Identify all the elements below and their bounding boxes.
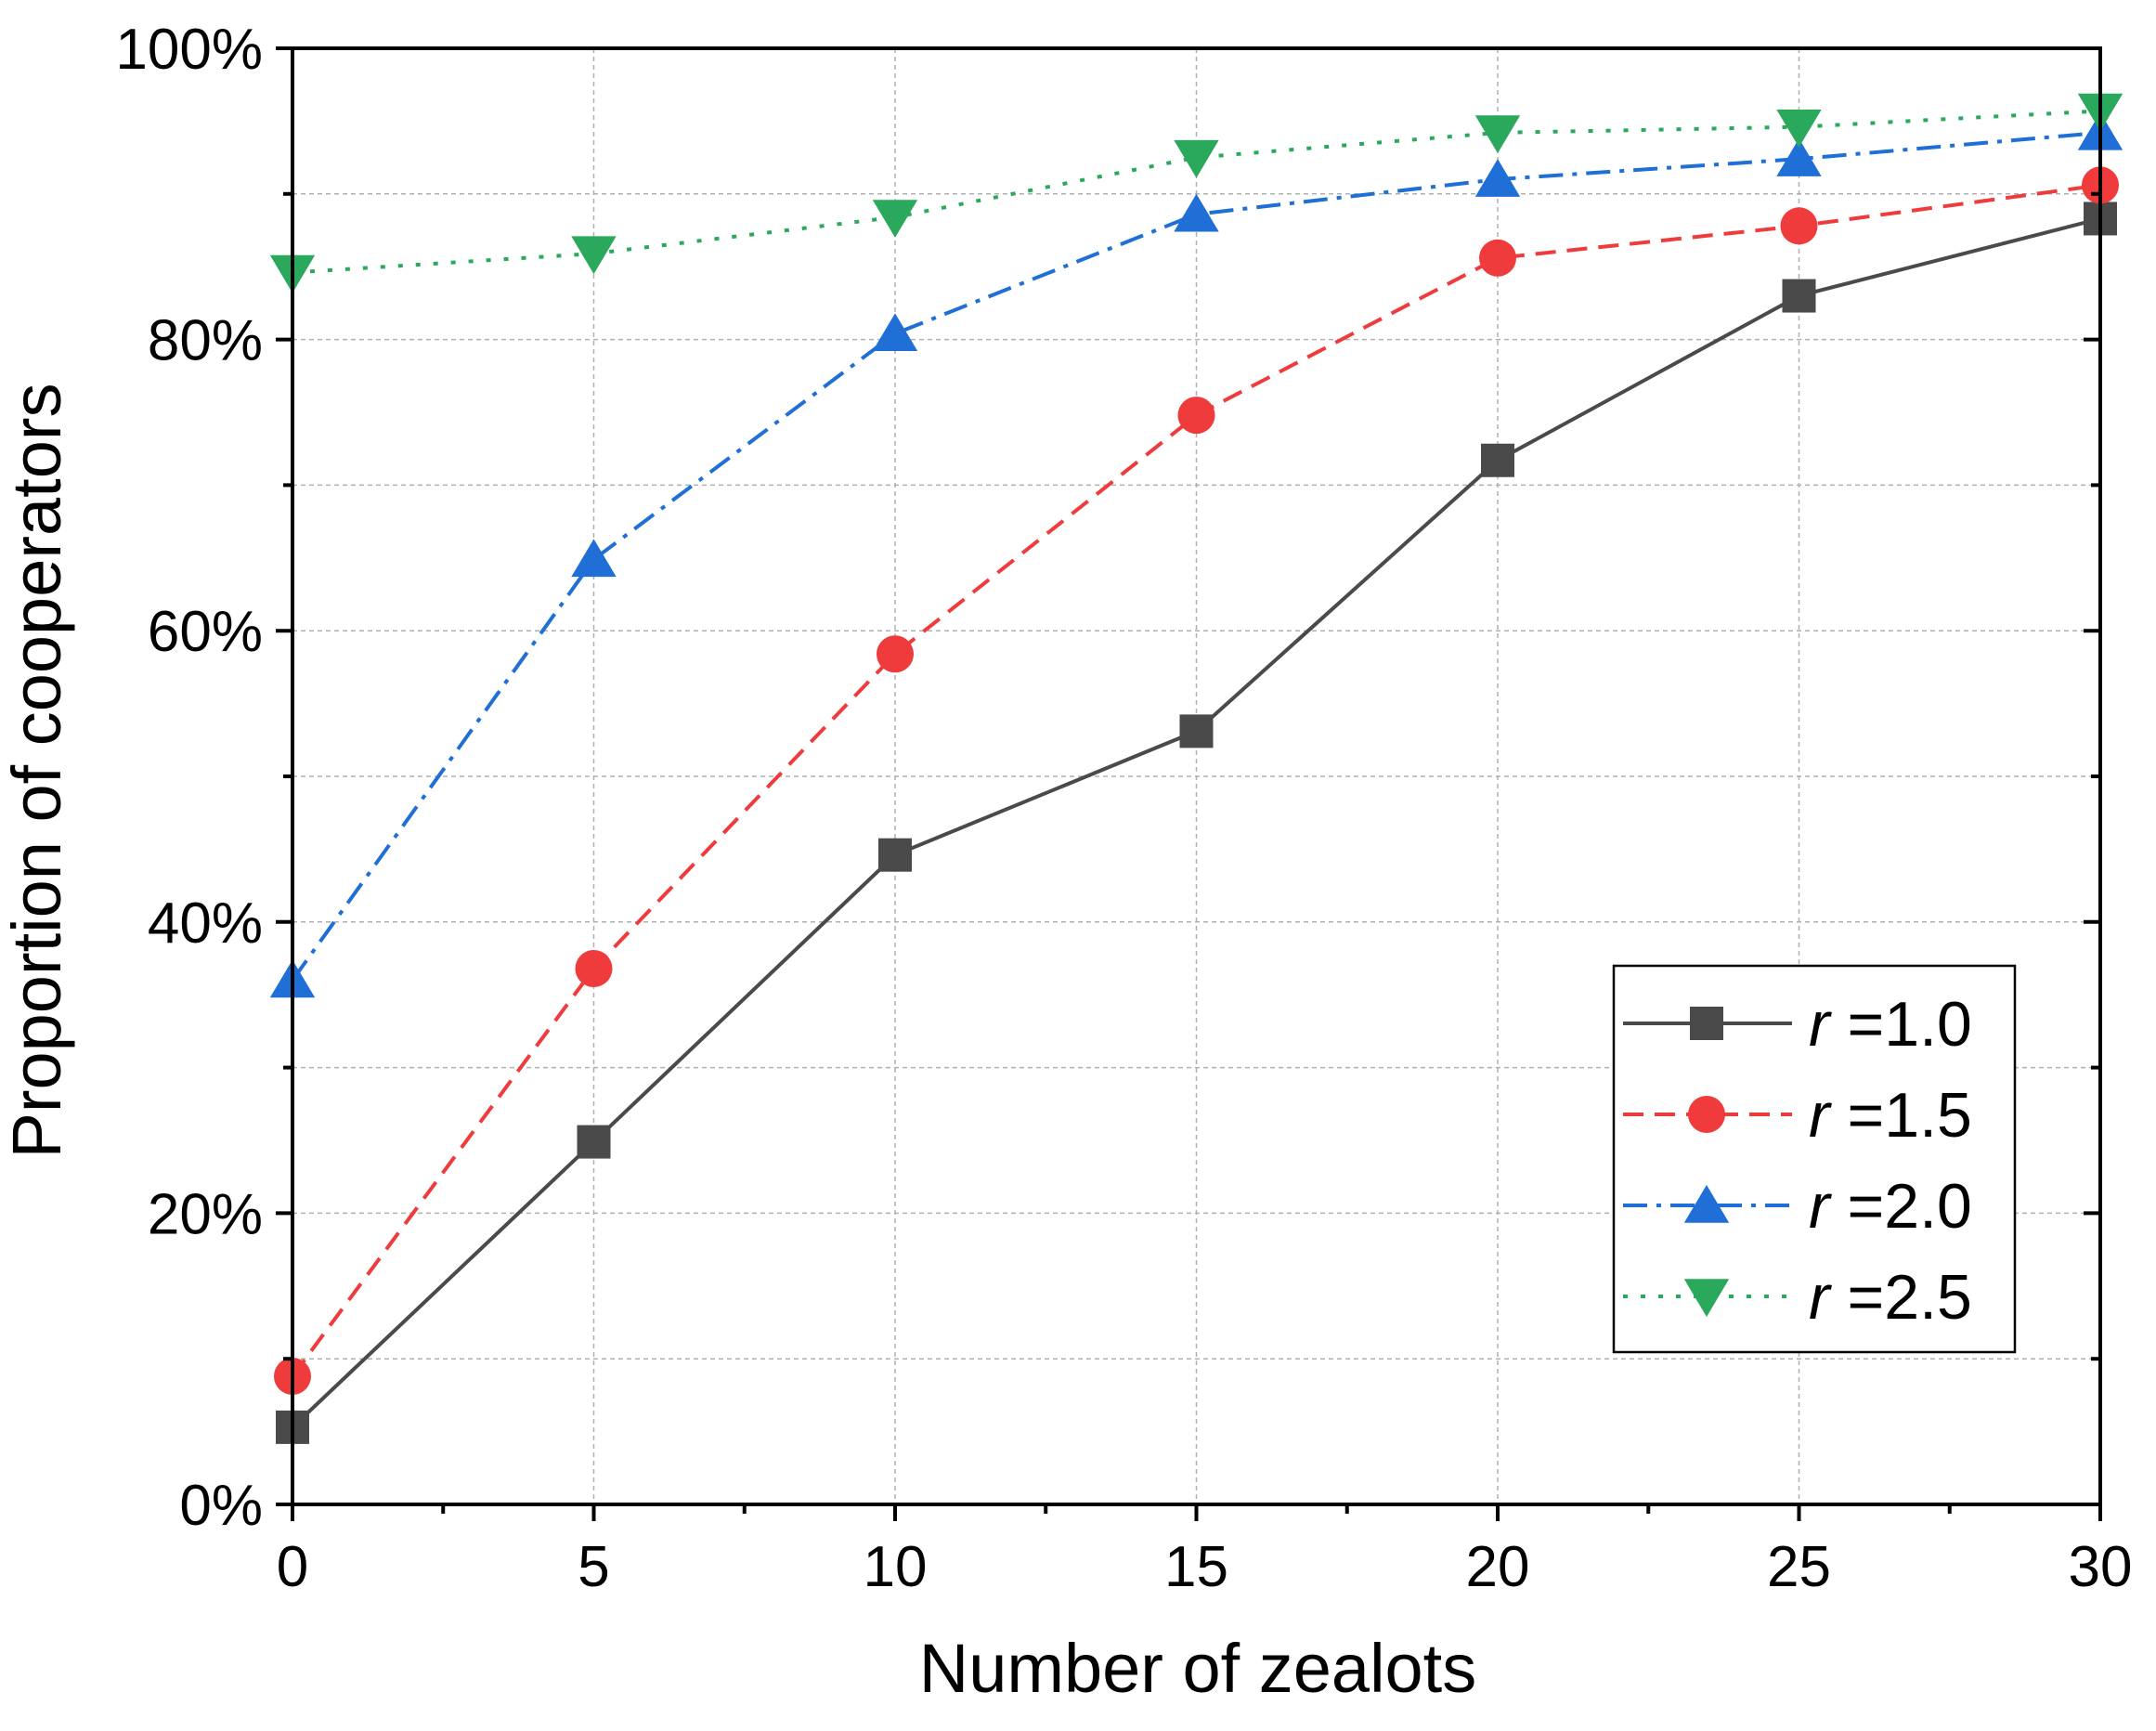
x-tick-label: 5 (578, 1535, 609, 1599)
data-point (1479, 239, 1516, 277)
x-tick-label: 15 (1164, 1535, 1228, 1599)
series-2 (269, 111, 2124, 998)
x-tick-label: 0 (277, 1535, 308, 1599)
data-point (1177, 397, 1215, 435)
y-tick-label: 80% (148, 309, 263, 373)
y-tick-labels: 0% 20% 40% 60% 80% 100% (115, 18, 263, 1538)
data-point (872, 313, 918, 352)
series-0 (276, 202, 2117, 1444)
legend-label: r =2.5 (1809, 1262, 1972, 1333)
y-tick-label: 100% (115, 18, 263, 82)
legend-marker (1683, 1185, 1730, 1223)
series-1 (274, 166, 2119, 1396)
legend-entry-3: r =2.5 (1623, 1262, 1972, 1333)
data-point (1782, 279, 1816, 313)
data-point (1474, 159, 1521, 197)
data-point (1474, 115, 1521, 153)
x-tick-label: 20 (1466, 1535, 1530, 1599)
legend-label: r =1.0 (1809, 989, 1972, 1060)
y-tick-label: 40% (148, 892, 263, 956)
data-point (1174, 193, 1219, 232)
data-point (1179, 714, 1214, 748)
y-tick-label: 20% (148, 1182, 263, 1246)
legend-marker (1683, 1279, 1730, 1317)
data-point (1780, 207, 1818, 245)
data-point (877, 635, 914, 673)
series-layer (269, 93, 2124, 1444)
x-tick-label: 30 (2069, 1535, 2133, 1599)
legend-marker (1690, 1007, 1723, 1040)
data-point (1776, 109, 1822, 148)
data-point (1481, 443, 1514, 477)
y-axis-title: Proportion of cooperators (0, 383, 75, 1158)
data-point (1174, 139, 1219, 178)
x-tick-label: 25 (1767, 1535, 1831, 1599)
data-point (878, 838, 912, 872)
x-tick-labels: 0 5 10 15 20 25 30 (277, 1535, 2133, 1599)
legend-label: r =2.0 (1809, 1171, 1972, 1242)
data-point (571, 539, 617, 578)
data-point (872, 200, 918, 238)
y-tick-label: 0% (179, 1474, 263, 1538)
legend: r =1.0 r =1.5 r =2.0 r =2.5 (1612, 964, 2017, 1354)
data-point (571, 236, 617, 275)
y-tick-label: 60% (148, 600, 263, 664)
x-tick-label: 10 (864, 1535, 928, 1599)
legend-entry-0: r =1.0 (1623, 989, 1972, 1060)
legend-box (1612, 964, 2017, 1354)
data-point (577, 1125, 611, 1159)
data-point (575, 949, 613, 987)
x-axis-title: Number of zealots (919, 1630, 1477, 1707)
legend-label: r =1.5 (1809, 1080, 1972, 1151)
data-point (1776, 138, 1822, 176)
legend-entry-1: r =1.5 (1623, 1080, 1972, 1151)
legend-entry-2: r =2.0 (1623, 1171, 1972, 1242)
legend-marker (1688, 1096, 1725, 1133)
axis-ticks (276, 46, 2102, 1521)
